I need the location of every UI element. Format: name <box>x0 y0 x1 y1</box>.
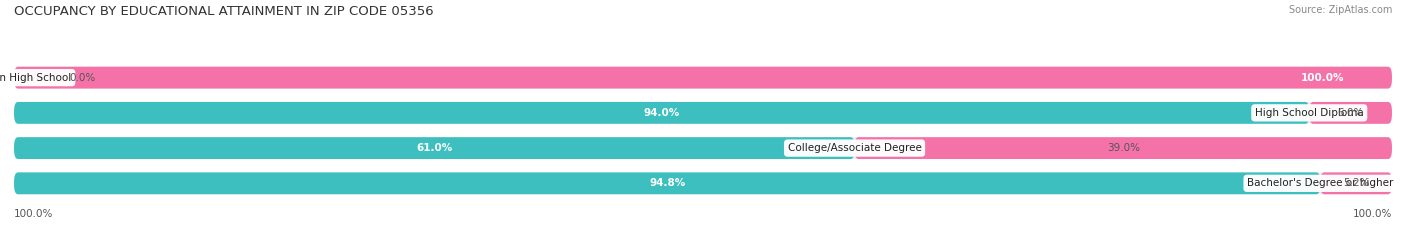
Text: 5.2%: 5.2% <box>1343 178 1369 188</box>
FancyBboxPatch shape <box>14 102 1309 124</box>
Text: 61.0%: 61.0% <box>416 143 453 153</box>
FancyBboxPatch shape <box>14 67 1392 89</box>
FancyBboxPatch shape <box>1309 102 1392 124</box>
Text: High School Diploma: High School Diploma <box>1256 108 1364 118</box>
Text: 100.0%: 100.0% <box>1353 209 1392 219</box>
FancyBboxPatch shape <box>14 102 1392 124</box>
FancyBboxPatch shape <box>14 67 1392 89</box>
Text: College/Associate Degree: College/Associate Degree <box>787 143 921 153</box>
FancyBboxPatch shape <box>14 137 855 159</box>
Text: 94.0%: 94.0% <box>644 108 679 118</box>
Text: Source: ZipAtlas.com: Source: ZipAtlas.com <box>1288 5 1392 15</box>
Text: Bachelor's Degree or higher: Bachelor's Degree or higher <box>1247 178 1393 188</box>
FancyBboxPatch shape <box>14 137 1392 159</box>
Text: Less than High School: Less than High School <box>0 73 72 83</box>
Text: 6.0%: 6.0% <box>1337 108 1364 118</box>
Text: 94.8%: 94.8% <box>650 178 685 188</box>
Text: OCCUPANCY BY EDUCATIONAL ATTAINMENT IN ZIP CODE 05356: OCCUPANCY BY EDUCATIONAL ATTAINMENT IN Z… <box>14 5 433 18</box>
FancyBboxPatch shape <box>855 137 1392 159</box>
FancyBboxPatch shape <box>14 172 1320 194</box>
Text: 39.0%: 39.0% <box>1107 143 1140 153</box>
FancyBboxPatch shape <box>14 172 1392 194</box>
Text: 100.0%: 100.0% <box>1302 73 1344 83</box>
FancyBboxPatch shape <box>1320 172 1392 194</box>
Text: 100.0%: 100.0% <box>14 209 53 219</box>
Text: 0.0%: 0.0% <box>70 73 96 83</box>
